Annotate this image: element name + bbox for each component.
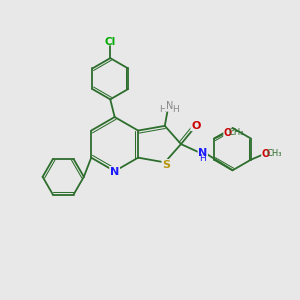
Text: Cl: Cl bbox=[105, 37, 116, 47]
Text: CH₃: CH₃ bbox=[267, 149, 282, 158]
Text: N: N bbox=[198, 148, 207, 158]
Text: O: O bbox=[191, 121, 200, 130]
Text: O: O bbox=[224, 128, 232, 138]
Text: H: H bbox=[159, 105, 166, 114]
Text: O: O bbox=[262, 149, 270, 159]
Text: S: S bbox=[162, 160, 170, 170]
Text: N: N bbox=[110, 167, 119, 177]
Text: H: H bbox=[172, 105, 179, 114]
Text: N: N bbox=[166, 101, 173, 111]
Text: CH₃: CH₃ bbox=[229, 128, 244, 137]
Text: H: H bbox=[200, 154, 206, 163]
